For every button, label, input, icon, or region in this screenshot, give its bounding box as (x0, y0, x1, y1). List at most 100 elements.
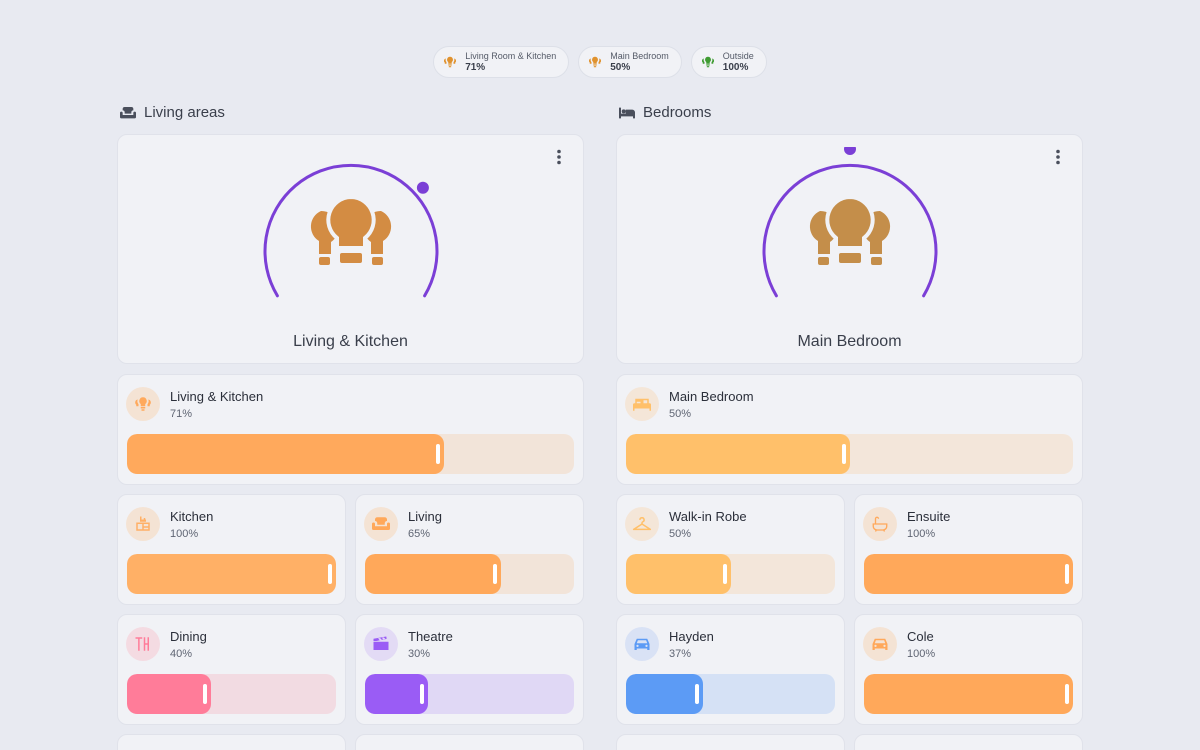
hanger-icon (625, 507, 659, 541)
slider-fill (626, 674, 704, 714)
lightbulb-group-icon (126, 387, 160, 421)
tile-value: 50% (669, 527, 692, 540)
slider-handle[interactable] (492, 564, 497, 584)
sofa-icon (120, 106, 136, 120)
slider-handle[interactable] (328, 564, 332, 584)
chip-name: Main Bedroom (610, 51, 669, 61)
light-tile-walk-in-robe[interactable]: Walk-in Robe 50% (616, 494, 845, 605)
brightness-slider[interactable] (127, 554, 336, 594)
more-options-icon[interactable] (553, 149, 565, 165)
theatre-icon (364, 627, 398, 661)
section-title-bedrooms: Bedrooms (619, 104, 711, 121)
brightness-dial[interactable] (750, 147, 950, 317)
slider-fill (127, 674, 211, 714)
dial-knob[interactable] (416, 181, 429, 194)
brightness-slider[interactable] (626, 554, 835, 594)
slider-fill (365, 554, 501, 594)
chip-value: 100% (722, 62, 749, 73)
chip-value: 50% (610, 62, 631, 73)
light-tile-kitchen[interactable]: Kitchen 100% (117, 494, 346, 605)
more-options-icon[interactable] (1052, 149, 1064, 165)
light-tile-ensuite[interactable]: Ensuite 100% (854, 494, 1083, 605)
section-title-living: Living areas (120, 104, 225, 121)
light-dial-card-bedrooms: Main Bedroom (616, 134, 1083, 364)
lightbulb-group-icon (587, 54, 603, 70)
slider-fill (127, 554, 336, 594)
tile-name: Cole (907, 628, 934, 644)
light-tile-partial[interactable] (616, 734, 845, 750)
slider-handle[interactable] (695, 684, 700, 704)
slider-handle[interactable] (202, 684, 207, 704)
car-icon (863, 627, 897, 661)
light-tile-partial[interactable] (854, 734, 1083, 750)
light-tile-theatre[interactable]: Theatre 30% (355, 614, 584, 725)
slider-fill (127, 434, 445, 474)
light-tile-hayden[interactable]: Hayden 37% (616, 614, 845, 725)
slider-fill (626, 434, 850, 474)
slider-handle[interactable] (436, 444, 441, 464)
brightness-slider[interactable] (127, 674, 336, 714)
brightness-dial[interactable] (251, 147, 451, 317)
tile-name: Hayden (669, 628, 714, 644)
slider-handle[interactable] (1065, 684, 1069, 704)
light-tile-partial[interactable] (117, 734, 346, 750)
light-tile-main-bedroom[interactable]: Main Bedroom 50% (616, 374, 1083, 485)
light-tile-living[interactable]: Living 65% (355, 494, 584, 605)
brightness-slider[interactable] (626, 434, 1073, 474)
light-dial-card-living: Living & Kitchen (117, 134, 584, 364)
slider-fill (365, 674, 428, 714)
dining-icon (126, 627, 160, 661)
light-tile-dining[interactable]: Dining 40% (117, 614, 346, 725)
lightbulb-group-icon (809, 194, 890, 265)
lightbulb-group-icon (700, 54, 716, 70)
tile-name: Walk-in Robe (669, 508, 747, 524)
dial-arc (762, 163, 937, 298)
slider-handle[interactable] (841, 444, 846, 464)
summary-chip-main-bedroom[interactable]: Main Bedroom 50% (578, 46, 682, 78)
tile-name: Living (408, 508, 442, 524)
dial-label: Main Bedroom (797, 333, 902, 350)
tile-value: 100% (170, 527, 199, 540)
light-tile-partial[interactable] (355, 734, 584, 750)
tile-name: Ensuite (907, 508, 951, 524)
chip-value: 71% (465, 62, 486, 73)
tile-value: 100% (907, 647, 936, 660)
tile-value: 40% (170, 647, 193, 660)
summary-chip-living[interactable]: Living Room & Kitchen 71% (433, 46, 570, 78)
dial-knob[interactable] (843, 147, 856, 155)
slider-fill (626, 554, 731, 594)
dial-arc (263, 163, 438, 298)
light-tile-cole[interactable]: Cole 100% (854, 614, 1083, 725)
summary-chip-outside[interactable]: Outside 100% (690, 46, 767, 78)
bed-icon (619, 107, 635, 119)
tile-name: Dining (170, 628, 207, 644)
tile-value: 50% (669, 407, 692, 420)
tile-value: 65% (408, 527, 431, 540)
bathtub-icon (863, 507, 897, 541)
brightness-slider[interactable] (864, 674, 1073, 714)
bed-icon (625, 387, 659, 421)
lightbulb-group-icon (442, 54, 458, 70)
kitchen-icon (126, 507, 160, 541)
tile-name: Main Bedroom (669, 388, 754, 404)
brightness-slider[interactable] (626, 674, 835, 714)
tile-value: 37% (669, 647, 692, 660)
tile-value: 71% (170, 407, 193, 420)
chip-name: Outside (722, 51, 754, 61)
brightness-slider[interactable] (365, 674, 574, 714)
chip-name: Living Room & Kitchen (465, 51, 557, 61)
section-title-text: Bedrooms (643, 104, 712, 121)
summary-chips: Living Room & Kitchen 71% Main Bedroom 5… (0, 46, 1200, 78)
slider-handle[interactable] (722, 564, 727, 584)
brightness-slider[interactable] (864, 554, 1073, 594)
brightness-slider[interactable] (365, 554, 574, 594)
slider-handle[interactable] (419, 684, 424, 704)
brightness-slider[interactable] (127, 434, 574, 474)
slider-handle[interactable] (1065, 564, 1069, 584)
slider-fill (864, 554, 1073, 594)
tile-name: Living & Kitchen (170, 388, 264, 404)
dial-label: Living & Kitchen (293, 333, 408, 350)
tile-name: Theatre (408, 628, 453, 644)
light-tile-living-kitchen[interactable]: Living & Kitchen 71% (117, 374, 584, 485)
tile-value: 30% (408, 647, 431, 660)
